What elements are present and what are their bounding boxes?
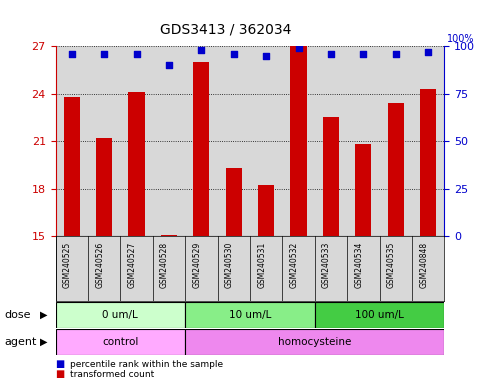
Point (262, 53, 270, 59)
Text: homocysteine: homocysteine (278, 337, 352, 347)
Point (133, 51, 141, 57)
Text: GSM240532: GSM240532 (289, 242, 298, 288)
Text: percentile rank within the sample: percentile rank within the sample (70, 361, 223, 369)
Point (165, 62, 173, 68)
Point (198, 47, 205, 53)
Text: 100%: 100% (447, 34, 474, 44)
Text: ■: ■ (56, 359, 65, 369)
Text: 0 um/L: 0 um/L (102, 310, 138, 320)
Text: GSM240527: GSM240527 (128, 242, 137, 288)
Bar (185, 302, 315, 328)
Text: GSM240526: GSM240526 (95, 242, 104, 288)
Bar (96, 138, 112, 236)
Text: GSM240534: GSM240534 (355, 242, 363, 288)
Point (295, 45, 302, 51)
Bar (128, 92, 144, 236)
Text: GSM240530: GSM240530 (225, 242, 234, 288)
Bar (161, 235, 177, 236)
Text: 100 um/L: 100 um/L (355, 310, 404, 320)
Bar (56, 302, 185, 328)
Text: GSM240848: GSM240848 (419, 242, 428, 288)
Point (424, 49, 432, 55)
Text: ■: ■ (56, 369, 65, 379)
Point (100, 51, 108, 57)
Text: ▶: ▶ (40, 337, 47, 347)
Bar (226, 168, 242, 236)
Text: 10 um/L: 10 um/L (229, 310, 271, 320)
Text: agent: agent (5, 337, 37, 347)
Text: GSM240531: GSM240531 (257, 242, 266, 288)
Bar (56, 329, 185, 355)
Bar (355, 144, 371, 236)
Point (327, 51, 335, 57)
Point (392, 51, 399, 57)
Bar (185, 329, 444, 355)
Bar (64, 97, 80, 236)
Bar (193, 62, 210, 236)
Text: dose: dose (5, 310, 31, 320)
Text: GSM240528: GSM240528 (160, 242, 169, 288)
Bar (290, 46, 307, 236)
Text: control: control (102, 337, 139, 347)
Text: transformed count: transformed count (70, 371, 154, 379)
Bar (388, 103, 404, 236)
Text: GSM240525: GSM240525 (63, 242, 72, 288)
Text: GSM240535: GSM240535 (387, 242, 396, 288)
Bar (420, 89, 436, 236)
Point (230, 51, 238, 57)
Point (68, 51, 76, 57)
Text: GSM240529: GSM240529 (192, 242, 201, 288)
Point (359, 51, 367, 57)
Bar (323, 118, 339, 236)
Text: GSM240533: GSM240533 (322, 242, 331, 288)
Bar (315, 302, 444, 328)
Bar (258, 185, 274, 236)
Text: ▶: ▶ (40, 310, 47, 320)
Text: GDS3413 / 362034: GDS3413 / 362034 (160, 23, 291, 36)
